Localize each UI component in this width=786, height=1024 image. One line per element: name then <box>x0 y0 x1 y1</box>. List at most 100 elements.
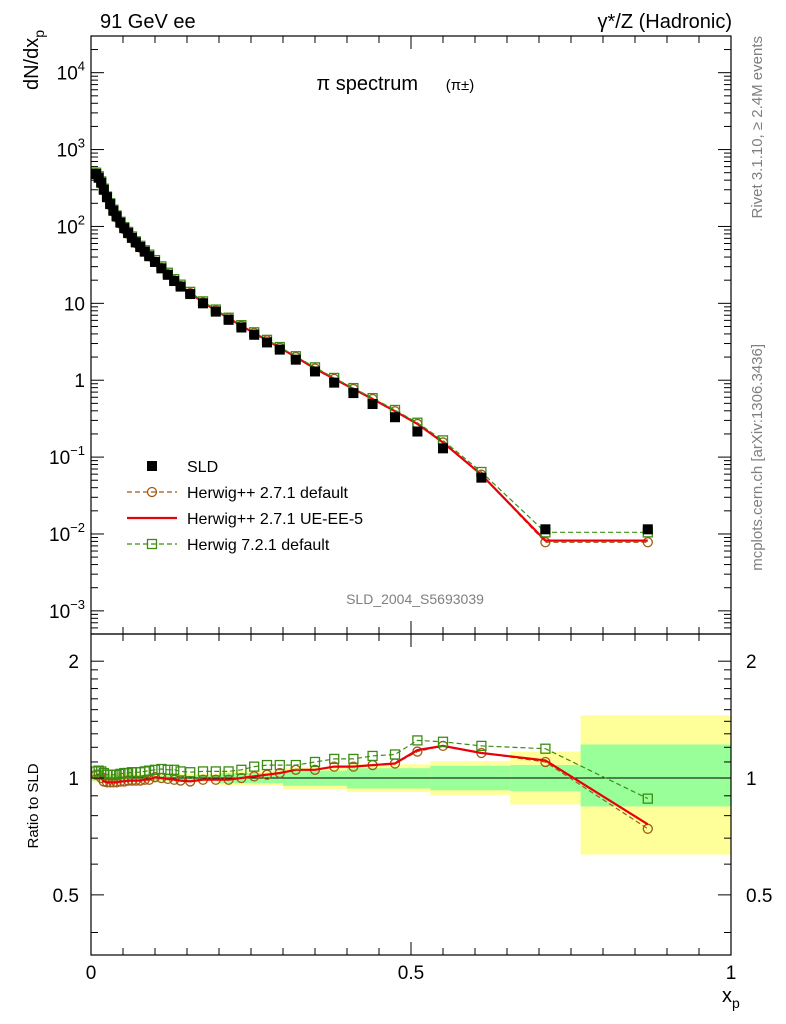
ratio-series-2-point-37 <box>476 740 487 752</box>
y-tick-label-exp-2: −1 <box>70 443 85 458</box>
y-tick-label-4: 10 <box>64 294 85 315</box>
chart-title-suffix: (π±) <box>446 77 475 94</box>
y-axis-label-sub: p <box>31 30 47 38</box>
ratio-series-2-point-32 <box>348 753 359 765</box>
legend-marker-0 <box>147 461 157 471</box>
legend-label-2: Herwig++ 2.7.1 UE-EE-5 <box>187 511 363 528</box>
series-0-point-26 <box>249 329 260 340</box>
series-0-point-38 <box>540 524 551 535</box>
series-0-point-36 <box>438 443 448 454</box>
legend-entry-3: Herwig 7.2.1 default <box>127 537 330 554</box>
series-0-point-33 <box>367 399 378 410</box>
legend-entry-2: Herwig++ 2.7.1 UE-EE-5 <box>127 511 363 528</box>
analysis-watermark: SLD_2004_S5693039 <box>346 591 484 607</box>
ratio-series-2-point-29 <box>290 759 301 771</box>
series-0-point-15 <box>144 251 155 262</box>
ratio-series-2-point-38 <box>540 743 551 754</box>
series-0-point-3 <box>98 184 109 195</box>
series-0-point-30 <box>310 366 320 377</box>
y-tick-label-base-1: 10 <box>49 525 70 546</box>
series-0-point-27 <box>262 337 272 348</box>
series-0-point-18 <box>162 269 173 280</box>
ratio-tick-label-1: 1 <box>68 769 79 790</box>
ratio-tick-label-right-1: 1 <box>746 769 757 790</box>
legend-entry-0: SLD <box>147 459 218 476</box>
ratio-series-2-point-19 <box>169 764 180 775</box>
series-0-point-25 <box>236 322 247 333</box>
series-0-point-1 <box>93 172 104 183</box>
series-0-point-16 <box>150 256 160 267</box>
header-left: 91 GeV ee <box>100 11 196 33</box>
series-0-point-34 <box>390 412 400 423</box>
ratio-series <box>90 735 653 834</box>
ratio-series-2-point-24 <box>223 766 234 777</box>
legend-label-1: Herwig++ 2.7.1 default <box>187 485 349 502</box>
y-tick-label-base-7: 10 <box>57 64 78 85</box>
ratio-series-2-point-25 <box>236 764 247 775</box>
y-tick-label-base-5: 10 <box>57 217 78 238</box>
series-1-point-38 <box>540 537 551 548</box>
y-tick-label-5: 102 <box>57 212 85 238</box>
legend-label-3: Herwig 7.2.1 default <box>187 537 330 554</box>
series-1-line <box>95 173 648 543</box>
series-0-point-2 <box>96 177 107 188</box>
ratio-series-2-markers <box>90 735 653 804</box>
series-0-point-8 <box>115 217 126 228</box>
ratio-series-2-point-39 <box>642 793 653 804</box>
x-axis-label-main: x <box>722 985 732 1007</box>
series-0-point-32 <box>348 388 359 399</box>
y-tick-label-base-6: 10 <box>57 141 78 162</box>
series-0-point-19 <box>169 276 180 287</box>
chart-title: π spectrum <box>316 73 418 95</box>
ratio-y-axis-label: Ratio to SLD <box>25 763 42 848</box>
ratio-series-2-point-8 <box>115 768 126 780</box>
ratio-series-2-point-16 <box>149 764 161 775</box>
ratio-series-2-point-34 <box>389 749 401 760</box>
y-tick-label-exp-1: −2 <box>70 520 85 535</box>
series-0-point-20 <box>175 281 186 292</box>
ratio-series-2-point-18 <box>162 764 173 775</box>
x-tick-label-0: 0 <box>86 963 97 984</box>
ratio-tick-label-right-2: 2 <box>746 652 757 673</box>
series-1-markers <box>90 168 653 548</box>
series-0-point-5 <box>105 199 116 210</box>
y-tick-label-7: 104 <box>57 59 85 85</box>
ratio-series-2-point-27 <box>261 759 273 771</box>
y-tick-label-2: 10−1 <box>49 443 85 469</box>
series-0-point-28 <box>274 344 285 355</box>
rivet-label: Rivet 3.1.10, ≥ 2.4M events <box>749 36 766 219</box>
series-0-point-21 <box>185 289 196 300</box>
series-1-point-39 <box>642 537 653 548</box>
y-tick-label-3: 1 <box>74 371 85 392</box>
ratio-series-2-point-23 <box>210 766 221 777</box>
x-axis-label: xp <box>722 985 740 1011</box>
ratio-series-2-point-36 <box>437 736 449 747</box>
ratio-series-2-point-15 <box>144 765 155 776</box>
ratio-tick-label-2: 2 <box>68 652 79 673</box>
ratio-series-2-point-30 <box>309 756 321 768</box>
ratio-series-2-point-7 <box>111 769 122 780</box>
x-tick-label-2: 1 <box>726 963 737 984</box>
ratio-series-2-point-17 <box>156 763 167 775</box>
ratio-series-2-point-10 <box>122 767 134 779</box>
y-tick-label-exp-6: 3 <box>78 136 85 151</box>
series-0-point-37 <box>476 472 487 483</box>
ratio-tick-label-0: 0.5 <box>53 886 79 907</box>
series-0-point-6 <box>108 205 119 216</box>
legend-marker-1 <box>146 486 158 498</box>
mcplots-label: mcplots.cern.ch [arXiv:1306.3436] <box>749 344 766 571</box>
y-tick-label-base-2: 10 <box>49 448 70 469</box>
series-0-point-23 <box>210 306 221 317</box>
legend: SLD Herwig++ 2.7.1 default Herwig++ 2.7.1 … <box>127 459 363 554</box>
ratio-series-2-point-35 <box>412 735 423 746</box>
series-0-point-22 <box>198 298 208 309</box>
legend-entry-1: Herwig++ 2.7.1 default <box>127 485 349 502</box>
series-0-point-7 <box>111 211 122 222</box>
header-right: γ*/Z (Hadronic) <box>598 11 732 33</box>
legend-label-0: SLD <box>187 459 218 476</box>
ratio-series-2-point-26 <box>249 761 260 772</box>
series-0-point-31 <box>329 377 340 388</box>
series-0-markers <box>91 169 653 535</box>
